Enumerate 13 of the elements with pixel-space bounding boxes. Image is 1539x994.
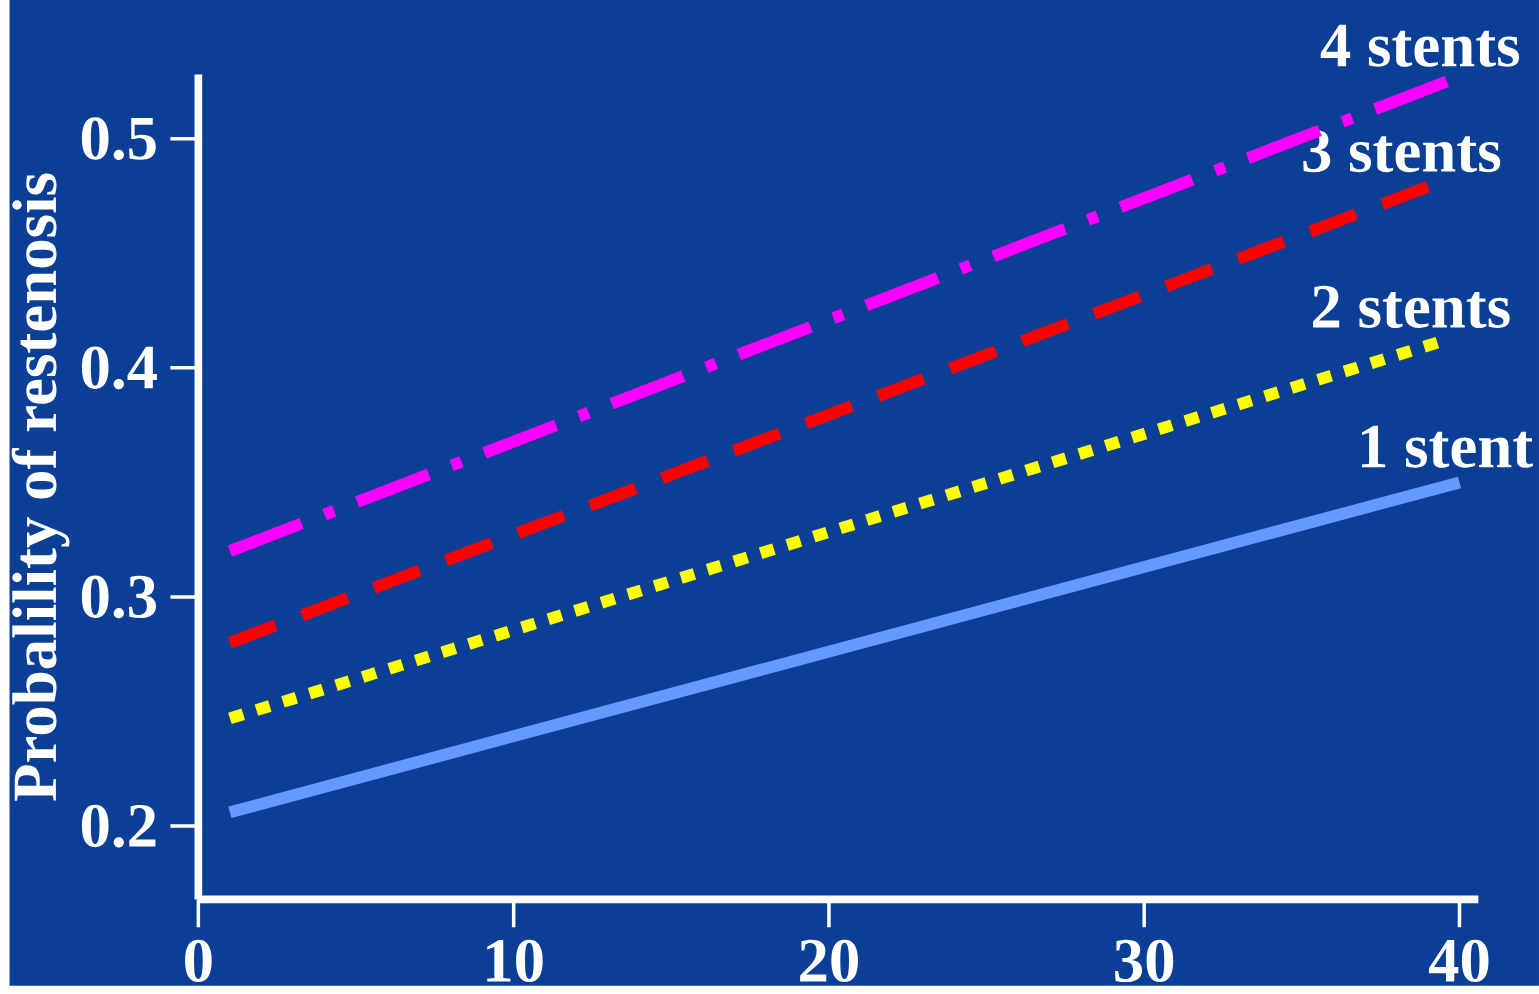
series-label: 2 stents	[1313, 285, 1510, 329]
y-tick-label: 0.4	[81, 346, 157, 390]
series-label: 1 stent	[1361, 425, 1533, 468]
series-label: 4 stents	[1320, 24, 1520, 67]
x-tick-label: 20	[800, 939, 858, 983]
x-tick-label: 10	[487, 939, 543, 983]
x-tick-label: 0	[185, 939, 212, 983]
y-tick-label: 0.2	[81, 804, 156, 848]
y-tick-label: 0.3	[81, 575, 156, 619]
x-tick-label: 40	[1428, 939, 1489, 983]
x-tick-label: 30	[1115, 939, 1174, 983]
y-tick-label: 0.5	[81, 117, 156, 161]
y-axis-title: Probalility of restenosis	[11, 173, 70, 801]
